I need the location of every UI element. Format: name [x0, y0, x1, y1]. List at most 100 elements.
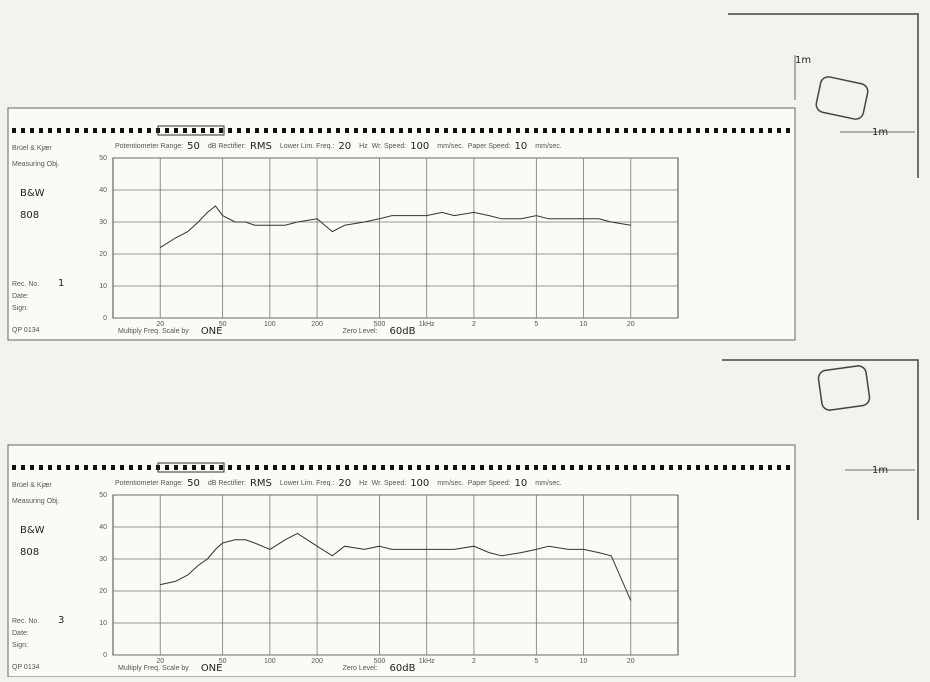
object-label: Measuring Obj.	[12, 498, 60, 505]
sprocket-hole	[138, 128, 142, 133]
sprocket-hole	[669, 465, 673, 470]
sprocket-hole	[453, 128, 457, 133]
sprocket-hole	[570, 128, 574, 133]
setting-label: Potentiometer Range:	[115, 143, 183, 150]
setting-value: RMS	[250, 478, 272, 489]
pen-marker	[157, 462, 225, 473]
sprocket-hole	[345, 465, 349, 470]
object-name: B&W	[20, 525, 45, 536]
sprocket-hole	[732, 465, 736, 470]
sprocket-hole	[786, 465, 790, 470]
sprocket-hole	[597, 465, 601, 470]
y-tick-label: 40	[99, 187, 107, 194]
y-tick-label: 20	[99, 588, 107, 595]
sprocket-hole	[264, 465, 268, 470]
sprocket-hole	[372, 128, 376, 133]
object-name: 808	[20, 547, 39, 558]
y-tick-label: 10	[99, 620, 107, 627]
setting-label: Multiply Freq. Scale by	[118, 328, 189, 335]
sprocket-hole	[264, 128, 268, 133]
x-tick-label: 20	[627, 321, 635, 328]
sprocket-hole	[183, 128, 187, 133]
sprocket-hole	[750, 128, 754, 133]
brand: Brüel & Kjær	[12, 145, 52, 152]
sprocket-hole	[147, 465, 151, 470]
x-tick-label: 500	[374, 658, 386, 665]
x-tick-label: 100	[264, 658, 276, 665]
sprocket-hole	[165, 465, 169, 470]
sprocket-hole	[309, 465, 313, 470]
sprocket-hole	[462, 465, 466, 470]
sprocket-hole	[21, 465, 25, 470]
setting-label: Wr. Speed:	[372, 143, 407, 150]
sprocket-hole	[651, 465, 655, 470]
sprocket-hole	[291, 128, 295, 133]
dimension-line	[794, 55, 915, 133]
setting-label: Wr. Speed:	[372, 480, 407, 487]
sprocket-hole	[237, 465, 241, 470]
setting-label: dB Rectifier:	[208, 143, 246, 150]
sprocket-hole	[381, 465, 385, 470]
sprocket-hole	[111, 128, 115, 133]
sprocket-hole	[390, 128, 394, 133]
date-label: Date:	[12, 293, 29, 300]
sprocket-hole	[471, 465, 475, 470]
sprocket-hole	[435, 465, 439, 470]
sprocket-hole	[165, 128, 169, 133]
sprocket-hole	[210, 128, 214, 133]
sprocket-hole	[462, 128, 466, 133]
sprocket-hole	[102, 128, 106, 133]
wall	[728, 13, 919, 178]
sprocket-hole	[147, 128, 151, 133]
sprocket-hole	[318, 465, 322, 470]
sprocket-hole	[696, 128, 700, 133]
sprocket-hole	[273, 465, 277, 470]
sprocket-hole	[534, 465, 538, 470]
object-name: 808	[20, 210, 39, 221]
sheet-code: QP 0134	[12, 327, 40, 334]
sprocket-hole	[597, 128, 601, 133]
x-tick-label: 5	[534, 658, 538, 665]
sprocket-hole	[399, 128, 403, 133]
sprocket-hole	[444, 128, 448, 133]
sprocket-hole	[633, 128, 637, 133]
sprocket-hole	[273, 128, 277, 133]
sprocket-hole	[201, 128, 205, 133]
sprocket-hole	[300, 128, 304, 133]
sprocket-hole	[579, 465, 583, 470]
setting-value: ONE	[201, 326, 223, 337]
x-tick-label: 10	[580, 658, 588, 665]
sprocket-hole	[57, 128, 61, 133]
sprocket-hole	[759, 465, 763, 470]
sprocket-hole	[12, 128, 16, 133]
x-tick-label: 100	[264, 321, 276, 328]
sprocket-hole	[30, 465, 34, 470]
sprocket-hole	[525, 465, 529, 470]
sprocket-hole	[57, 465, 61, 470]
sprocket-hole	[561, 128, 565, 133]
sprocket-hole	[552, 465, 556, 470]
sprocket-hole	[66, 465, 70, 470]
sprocket-hole	[768, 128, 772, 133]
sprocket-hole	[75, 465, 79, 470]
sprocket-hole	[570, 465, 574, 470]
sprocket-hole	[210, 465, 214, 470]
sprocket-hole	[102, 465, 106, 470]
sprocket-hole	[336, 465, 340, 470]
sprocket-hole	[408, 128, 412, 133]
sprocket-hole	[219, 128, 223, 133]
sprocket-hole	[615, 465, 619, 470]
sprocket-hole	[561, 465, 565, 470]
sprocket-hole	[543, 465, 547, 470]
sprocket-hole	[714, 465, 718, 470]
sprocket-hole	[588, 128, 592, 133]
setting-value: RMS	[250, 141, 272, 152]
sprocket-hole	[399, 465, 403, 470]
sprocket-hole	[327, 465, 331, 470]
sprocket-hole	[732, 128, 736, 133]
sprocket-hole	[498, 128, 502, 133]
sprocket-hole	[84, 465, 88, 470]
sprocket-hole	[444, 465, 448, 470]
response-trace	[160, 532, 632, 601]
